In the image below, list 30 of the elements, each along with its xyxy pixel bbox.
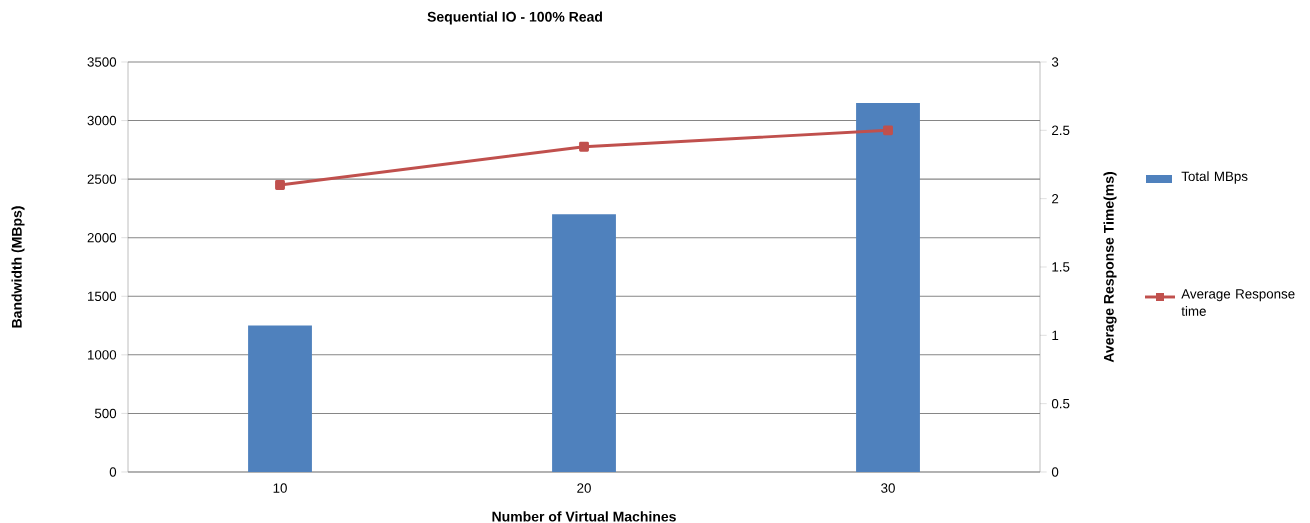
x-tick-label: 30 [881, 483, 895, 493]
y-tick-label: 1500 [88, 291, 117, 301]
y2-tick-label: 2 [1052, 194, 1059, 204]
y-tick-label: 0 [109, 467, 117, 477]
x-tick-label: 10 [273, 483, 287, 493]
y-tick-label: 2500 [87, 174, 117, 184]
point [579, 141, 589, 152]
y2-tick-label: 3 [1051, 57, 1059, 67]
x-axis-title: Number of Virtual Machines [492, 511, 676, 522]
bar [856, 102, 920, 472]
legend-label: Total MBps [1181, 171, 1248, 184]
point [883, 125, 893, 136]
y-tick-label: 3500 [87, 57, 117, 67]
y2-tick-label: 2.5 [1052, 125, 1070, 136]
y-axis-title: Bandwidth (MBps) [11, 206, 25, 328]
bar [552, 214, 616, 472]
y-tick-label: 3000 [87, 115, 117, 126]
legend-label: Average Response time [1181, 289, 1295, 316]
y2-tick-label: 1.5 [1052, 262, 1070, 272]
y2-tick-label: 1 [1052, 330, 1059, 340]
y-tick-label: 2000 [87, 232, 117, 243]
chart-title: Sequential IO - 100% Read [427, 11, 602, 25]
y-tick-label: 1000 [88, 350, 117, 360]
x-tick-label: 20 [577, 483, 591, 493]
y-tick-label: 500 [94, 408, 117, 419]
y2-tick-label: 0.5 [1051, 398, 1070, 409]
y2-axis-title: Average Response Time(ms) [1103, 172, 1117, 363]
y2-tick-label: 0 [1051, 467, 1059, 477]
bar [248, 325, 312, 472]
point [275, 180, 285, 190]
